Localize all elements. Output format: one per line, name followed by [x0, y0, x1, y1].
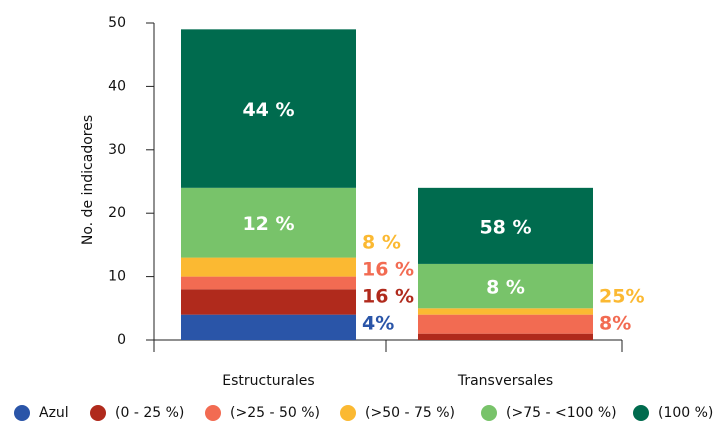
y-tick-label: 20: [108, 205, 126, 221]
segment-label: 4%: [362, 313, 394, 335]
y-tick-label: 40: [108, 78, 126, 94]
legend-marker: [14, 405, 30, 421]
legend-marker: [633, 405, 649, 421]
bar-segment: [181, 276, 356, 290]
legend-marker: [90, 405, 106, 421]
legend-marker: [205, 405, 221, 421]
bar-segment: [418, 308, 593, 315]
bar-segment: [181, 187, 356, 258]
x-tick-label: Estructurales: [222, 373, 314, 389]
bar-segment: [418, 187, 593, 264]
legend-label: (100 %): [658, 405, 713, 421]
legend-marker: [481, 405, 497, 421]
segment-label: 16 %: [362, 259, 414, 281]
segment-label: 25%: [599, 286, 644, 308]
bar-segment: [418, 314, 593, 334]
bar-segment: [418, 333, 593, 340]
bar-segment: [181, 257, 356, 277]
y-tick-label: 50: [108, 15, 126, 31]
y-tick-label: 10: [108, 269, 126, 285]
segment-label: 8 %: [362, 232, 401, 254]
legend-marker: [340, 405, 356, 421]
y-tick-label: 30: [108, 142, 126, 158]
segment-label: 44 %: [242, 99, 294, 121]
legend-label: (>75 - <100 %): [506, 405, 617, 421]
bar-segment: [181, 314, 356, 340]
segment-label: 16 %: [362, 286, 414, 308]
y-tick-label: 0: [117, 332, 126, 348]
bar-segment: [181, 289, 356, 315]
bar-segment: [418, 263, 593, 309]
segment-label: 8 %: [486, 277, 525, 299]
legend-label: (>25 - 50 %): [230, 405, 320, 421]
x-tick-label: Transversales: [457, 373, 553, 389]
segment-label: 58 %: [479, 216, 531, 238]
legend-label: (>50 - 75 %): [365, 405, 455, 421]
legend-label: (0 - 25 %): [115, 405, 184, 421]
y-axis-label: No. de indicadores: [80, 115, 96, 245]
legend-label: Azul: [39, 405, 69, 421]
segment-label: 8%: [599, 313, 631, 335]
bar-segment: [181, 29, 356, 188]
segment-label: 12 %: [242, 213, 294, 235]
